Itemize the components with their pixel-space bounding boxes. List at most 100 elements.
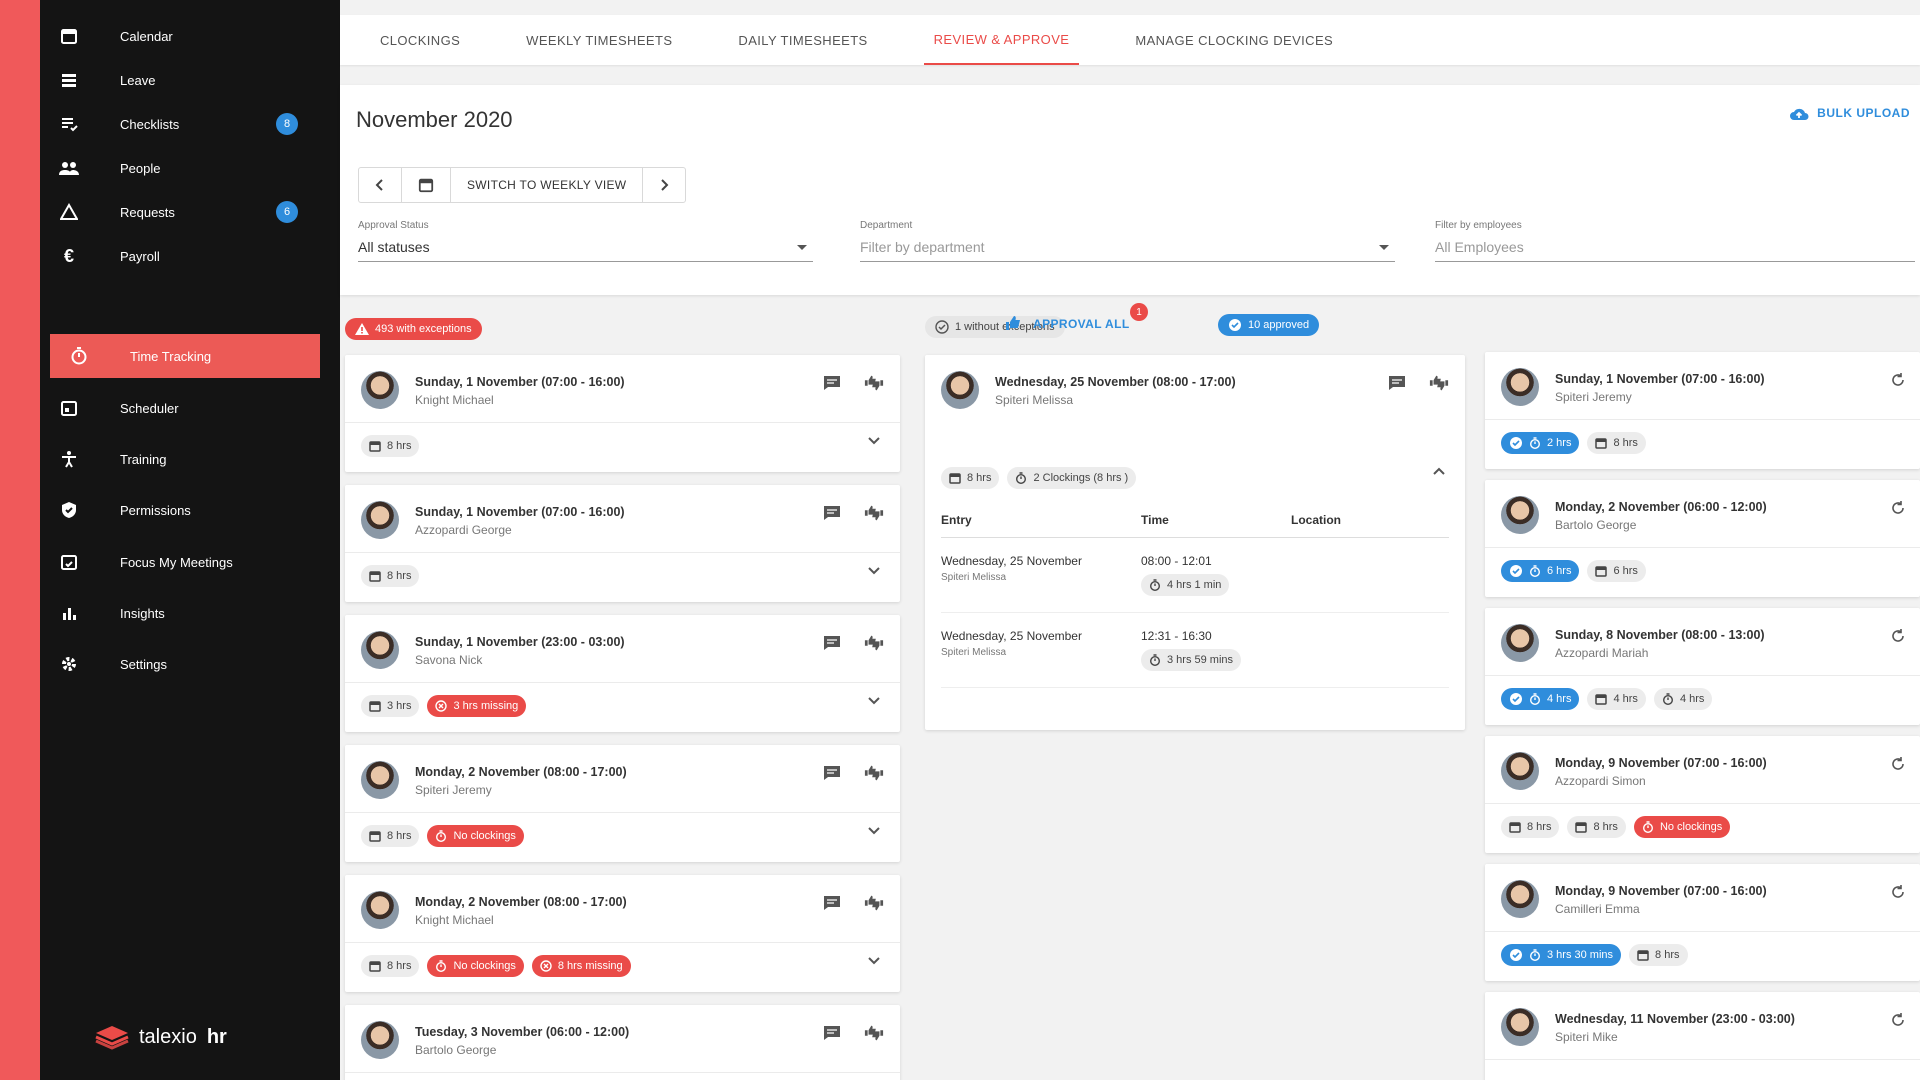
approve-reject-button[interactable] [864,893,884,913]
comment-button[interactable] [822,633,842,653]
undo-approval-button[interactable] [1890,1012,1906,1028]
entry-time: 12:31 - 16:30 [1141,629,1212,643]
check-circle-icon [1510,693,1522,705]
without-exceptions-card[interactable]: Wednesday, 25 November (08:00 - 17:00) S… [925,355,1465,730]
tab-weekly-timesheets[interactable]: WEEKLY TIMESHEETS [526,32,673,48]
undo-approval-button[interactable] [1890,628,1906,644]
sidebar-item-label: Checklists [120,116,180,132]
timesheet-card[interactable]: Sunday, 8 November (08:00 - 13:00) Azzop… [1485,608,1920,725]
sidebar-item-payroll[interactable]: € Payroll [40,234,310,278]
table-row[interactable]: Wednesday, 25 November Spiteri Melissa 08… [941,538,1449,613]
timesheet-card[interactable]: Monday, 2 November (06:00 - 12:00) Barto… [1485,480,1920,597]
expand-button[interactable] [868,827,880,835]
sidebar-item-people[interactable]: People [40,146,310,190]
sidebar-item-permissions[interactable]: Permissions [40,488,310,532]
approve-reject-button[interactable] [864,1023,884,1043]
card-summary: 8 hrs No clockings [361,825,524,847]
sidebar-item-training[interactable]: Training [40,437,310,481]
sidebar-item-requests[interactable]: Requests 6 [40,190,310,234]
sidebar-item-time-tracking[interactable]: Time Tracking [50,334,320,378]
sidebar-item-leave[interactable]: Leave [40,58,310,102]
next-button[interactable] [643,168,685,202]
sidebar-item-label: Scheduler [120,400,179,416]
tab-manage-clocking-devices[interactable]: MANAGE CLOCKING DEVICES [1135,32,1334,48]
switch-to-weekly-view-button[interactable]: SWITCH TO WEEKLY VIEW [451,168,644,202]
card-header [345,355,900,423]
expand-button[interactable] [868,567,880,575]
timesheet-card[interactable]: Wednesday, 11 November (23:00 - 03:00) S… [1485,992,1920,1080]
timesheet-card[interactable]: Sunday, 1 November (23:00 - 03:00) Savon… [345,615,900,732]
approve-all-button[interactable]: APPROVAL ALL [1005,315,1130,333]
sidebar-item-focus-my-meetings[interactable]: Focus My Meetings [40,540,310,584]
requests-badge: 6 [276,201,298,223]
undo-approval-button[interactable] [1890,500,1906,516]
comment-button[interactable] [822,503,842,523]
timesheet-card[interactable]: Monday, 9 November (07:00 - 16:00) Camil… [1485,864,1920,981]
thumbs-icon [864,1025,884,1041]
checklist-icon [54,115,84,133]
sidebar-item-settings[interactable]: Settings [40,642,310,686]
comment-button[interactable] [822,373,842,393]
collapse-button[interactable] [1433,467,1445,475]
undo-approval-button[interactable] [1890,756,1906,772]
comment-button[interactable] [822,763,842,783]
timesheet-card[interactable]: Sunday, 1 November (07:00 - 16:00) Spite… [1485,352,1920,469]
timesheet-card[interactable]: Sunday, 1 November (07:00 - 16:00) Azzop… [345,485,900,602]
avatar [361,631,399,669]
scheduled-hours-pill: 8 hrs [941,467,1000,489]
employees-filter[interactable]: Filter by employees All Employees [1435,220,1915,262]
timesheet-card[interactable]: Monday, 2 November (08:00 - 17:00) Knigh… [345,875,900,992]
avatar [1501,496,1539,534]
comment-icon [824,636,840,650]
timesheet-card[interactable]: Monday, 2 November (08:00 - 17:00) Spite… [345,745,900,862]
chevron-down-icon [868,957,880,965]
pill-text: 8 hrs [387,570,412,582]
pill-text: 8 hrs [1593,821,1618,833]
comment-button[interactable] [1387,373,1407,393]
exceptions-count-badge[interactable]: 493 with exceptions [345,318,482,340]
hours-pill: 8 hrs [361,955,420,977]
card-actions [822,373,884,393]
approve-reject-button[interactable] [864,373,884,393]
comment-button[interactable] [822,893,842,913]
card-header [345,875,900,943]
sidebar-item-scheduler[interactable]: Scheduler [40,386,310,430]
timesheet-card[interactable]: Sunday, 1 November (07:00 - 16:00) Knigh… [345,355,900,472]
page-title: November 2020 [356,107,513,132]
comment-button[interactable] [822,1023,842,1043]
approval-status-value[interactable]: All statuses [358,239,813,262]
employees-value[interactable]: All Employees [1435,239,1915,262]
prev-button[interactable] [359,168,402,202]
tab-review-approve[interactable]: REVIEW & APPROVE [923,15,1080,65]
tab-daily-timesheets[interactable]: DAILY TIMESHEETS [738,32,868,48]
department-select[interactable]: Department Filter by department [860,220,1395,262]
pill-text: 6 hrs [1547,565,1572,577]
expand-button[interactable] [868,957,880,965]
card-header [345,1005,900,1073]
timesheet-card[interactable]: Monday, 9 November (07:00 - 16:00) Azzop… [1485,736,1920,853]
tab-clockings[interactable]: CLOCKINGS [380,32,461,48]
sidebar-item-checklists[interactable]: Checklists 8 [40,102,310,146]
hours-pill: 3 hrs missing [427,695,527,717]
sidebar-item-label: Focus My Meetings [120,554,233,570]
expand-button[interactable] [868,437,880,445]
without-exceptions-badge[interactable]: 1 without exceptions [925,316,1065,338]
table-row[interactable]: Wednesday, 25 November Spiteri Melissa 12… [941,613,1449,688]
undo-approval-button[interactable] [1890,372,1906,388]
approved-count-badge[interactable]: 10 approved [1218,314,1320,336]
approve-reject-button[interactable] [864,503,884,523]
approve-reject-button[interactable] [1429,373,1449,393]
approve-reject-button[interactable] [864,763,884,783]
sidebar-item-calendar[interactable]: Calendar [40,14,310,58]
approve-reject-button[interactable] [864,633,884,653]
undo-approval-button[interactable] [1890,884,1906,900]
expand-button[interactable] [868,697,880,705]
timesheet-card[interactable]: Tuesday, 3 November (06:00 - 12:00) Bart… [345,1005,900,1080]
bulk-upload-button[interactable]: BULK UPLOAD [1789,105,1910,121]
check-circle-icon [1510,565,1522,577]
date-picker-button[interactable] [402,168,451,202]
department-value[interactable]: Filter by department [860,239,1395,262]
sidebar-item-label: Leave [120,72,156,88]
approval-status-select[interactable]: Approval Status All statuses [358,220,813,262]
sidebar-item-insights[interactable]: Insights [40,591,310,635]
